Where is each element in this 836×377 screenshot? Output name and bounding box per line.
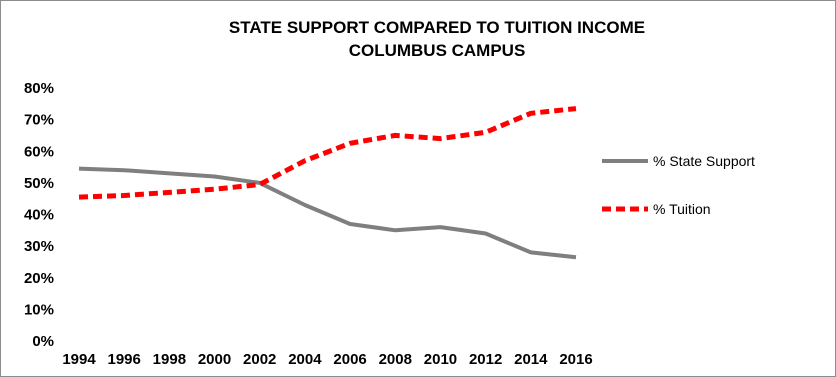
- data-point: [575, 256, 578, 259]
- chart-title: STATE SUPPORT COMPARED TO TUITION INCOME: [229, 18, 645, 37]
- x-tick-label: 2004: [288, 351, 322, 368]
- y-tick-label: 20%: [24, 270, 54, 287]
- x-tick-label: 2006: [333, 351, 366, 368]
- x-tick-label: 2008: [379, 351, 412, 368]
- data-point: [213, 175, 216, 178]
- x-tick-label: 1994: [62, 351, 96, 368]
- x-tick-label: 2014: [514, 351, 548, 368]
- data-point: [439, 226, 442, 229]
- x-tick-label: 2000: [198, 351, 231, 368]
- y-tick-label: 30%: [24, 238, 54, 255]
- data-point: [78, 196, 81, 199]
- x-tick-label: 1998: [153, 351, 186, 368]
- data-point: [123, 169, 126, 172]
- data-point: [258, 183, 261, 186]
- y-tick-label: 60%: [24, 143, 54, 160]
- legend: % State Support % Tuition: [602, 153, 755, 217]
- series-lines: [78, 106, 578, 260]
- data-point: [484, 232, 487, 235]
- y-tick-label: 50%: [24, 175, 54, 192]
- x-tick-label: 1996: [107, 351, 140, 368]
- data-point: [439, 137, 442, 140]
- chart-subtitle: COLUMBUS CAMPUS: [349, 41, 526, 60]
- y-tick-label: 10%: [24, 301, 54, 318]
- series-line: [78, 166, 577, 260]
- y-tick-label: 0%: [32, 333, 54, 350]
- data-point: [303, 159, 306, 162]
- data-point: [575, 107, 578, 110]
- x-tick-label: 2012: [469, 351, 502, 368]
- data-point: [394, 229, 397, 232]
- data-point: [168, 172, 171, 175]
- data-point: [349, 142, 352, 145]
- series-line: [78, 106, 577, 200]
- data-point: [303, 204, 306, 207]
- legend-label: % Tuition: [653, 201, 711, 217]
- y-tick-label: 40%: [24, 207, 54, 224]
- y-tick-label: 80%: [24, 80, 54, 97]
- data-point: [529, 112, 532, 115]
- data-point: [123, 194, 126, 197]
- y-axis-ticks: 0% 10% 20% 30% 40% 50% 60% 70% 80%: [24, 80, 54, 350]
- x-tick-label: 2002: [243, 351, 276, 368]
- data-point: [529, 251, 532, 254]
- data-point: [394, 134, 397, 137]
- data-point: [213, 188, 216, 191]
- data-point: [349, 222, 352, 225]
- data-point: [168, 191, 171, 194]
- x-tick-label: 2016: [559, 351, 592, 368]
- legend-label: % State Support: [653, 153, 755, 169]
- y-tick-label: 70%: [24, 112, 54, 129]
- data-point: [78, 167, 81, 170]
- x-axis-ticks: 1994 1996 1998 2000 2002 2004 2006 2008 2010 2012…: [62, 351, 592, 368]
- x-tick-label: 2010: [424, 351, 457, 368]
- data-point: [484, 131, 487, 134]
